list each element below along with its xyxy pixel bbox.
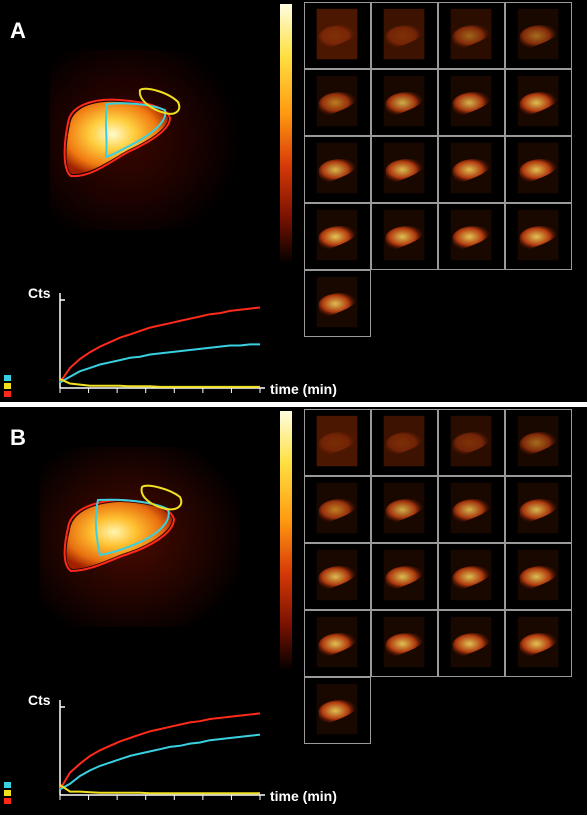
series-line-2	[59, 784, 260, 795]
panel-a: A Cts time (min)	[0, 0, 587, 402]
frame-thumbnail	[438, 543, 505, 610]
roi-heart-outline	[140, 484, 183, 511]
frame-thumbnail	[304, 2, 371, 69]
legend-swatch-heart	[4, 383, 11, 389]
dynamic-frame-grid	[304, 409, 580, 749]
roi-heart-outline	[138, 87, 181, 115]
frame-thumbnail	[304, 203, 371, 270]
frame-thumbnail	[304, 270, 371, 337]
liver-scintigraphy-image	[40, 447, 240, 627]
x-axis-label: time (min)	[270, 381, 337, 397]
legend-swatch-right-lobe	[4, 375, 11, 381]
frame-thumbnail	[505, 2, 572, 69]
frame-thumbnail	[304, 476, 371, 543]
frame-thumbnail	[304, 677, 371, 744]
frame-thumbnail	[371, 610, 438, 677]
frame-thumbnail	[505, 69, 572, 136]
panel-label: B	[10, 425, 26, 450]
color-scale-bar	[280, 4, 292, 264]
frame-thumbnail	[505, 203, 572, 270]
frame-thumbnail	[304, 69, 371, 136]
panel-divider	[0, 402, 587, 407]
frame-thumbnail	[438, 409, 505, 476]
frame-thumbnail	[505, 610, 572, 677]
frame-thumbnail	[505, 409, 572, 476]
frame-thumbnail	[505, 136, 572, 203]
frame-thumbnail	[438, 476, 505, 543]
frame-thumbnail	[371, 2, 438, 69]
frame-thumbnail	[438, 136, 505, 203]
liver-uptake	[66, 101, 168, 175]
frame-thumbnail	[371, 409, 438, 476]
frame-thumbnail	[438, 203, 505, 270]
frame-thumbnail	[505, 543, 572, 610]
liver-scintigraphy-image	[50, 50, 240, 230]
roi-right-lobe-outline	[94, 498, 170, 557]
legend-swatch-heart	[4, 790, 11, 796]
panel-label: A	[10, 18, 26, 43]
legend-swatch-whole-liver	[4, 798, 11, 804]
frame-thumbnail	[438, 69, 505, 136]
time-activity-curve-chart: Cts time (min)	[28, 692, 337, 804]
frame-thumbnail	[304, 610, 371, 677]
roi-whole-liver-outline	[63, 498, 176, 573]
series-line-1	[59, 733, 261, 791]
frame-thumbnail	[438, 610, 505, 677]
series-line-1	[59, 343, 260, 384]
y-axis-label: Cts	[28, 285, 51, 301]
roi-color-legend	[4, 782, 11, 806]
legend-swatch-right-lobe	[4, 782, 11, 788]
frame-thumbnail	[371, 476, 438, 543]
dynamic-frame-grid	[304, 2, 580, 342]
panel-b: B Cts time (min)	[0, 407, 587, 815]
frame-thumbnail	[438, 2, 505, 69]
liver-uptake	[66, 502, 172, 569]
series-line-2	[59, 378, 260, 388]
frame-thumbnail	[304, 409, 371, 476]
y-axis-label: Cts	[28, 692, 51, 708]
frame-thumbnail	[371, 203, 438, 270]
frame-thumbnail	[304, 543, 371, 610]
color-scale-bar	[280, 411, 292, 671]
legend-swatch-whole-liver	[4, 391, 11, 397]
frame-thumbnail	[505, 476, 572, 543]
roi-whole-liver-outline	[63, 98, 172, 178]
x-axis-label: time (min)	[270, 788, 337, 804]
roi-color-legend	[4, 375, 11, 399]
series-line-0	[59, 712, 261, 790]
series-line-0	[59, 306, 261, 383]
time-activity-curve-chart: Cts time (min)	[28, 285, 337, 397]
frame-thumbnail	[371, 69, 438, 136]
frame-thumbnail	[371, 136, 438, 203]
frame-thumbnail	[304, 136, 371, 203]
frame-thumbnail	[371, 543, 438, 610]
